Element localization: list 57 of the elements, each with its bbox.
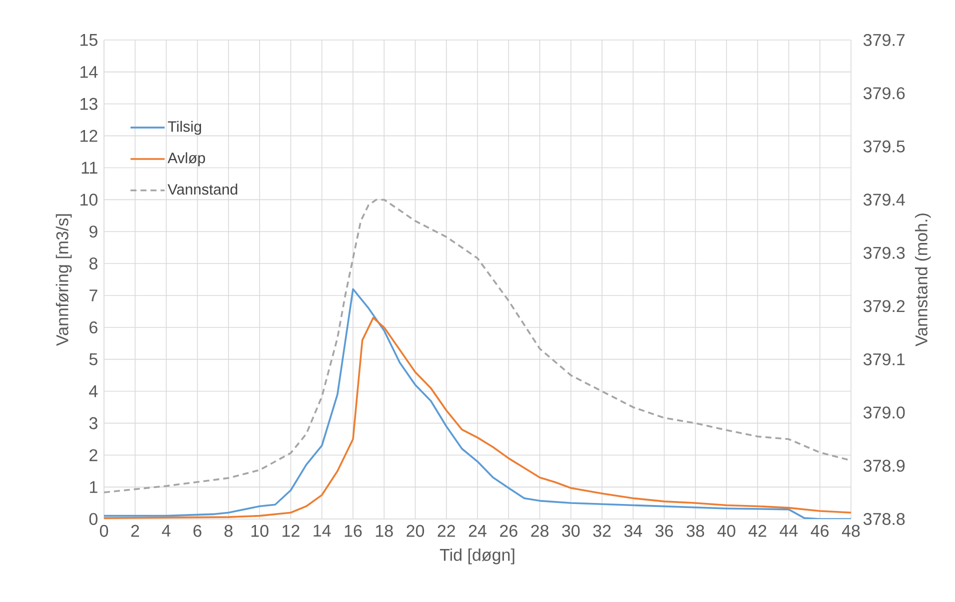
y-tick-label: 1 [90,481,98,493]
x-tick-label: 44 [780,524,798,537]
x-tick-label: 40 [717,524,736,537]
legend-label: Vannstand [168,184,238,195]
x-tick-label: 38 [686,524,704,537]
y-tick-label: 9 [89,226,98,238]
x-tick-label: 2 [131,524,139,537]
y-tick-label: 7 [90,290,98,302]
y2-tick-label: 379.7 [864,34,905,46]
x-tick-label: 14 [314,524,331,537]
y-axis-title: Vannføring [m3/s] [56,214,72,346]
legend-label: Tilsig [168,120,202,135]
x-tick-label: 42 [748,524,766,537]
x-tick-label: 18 [376,524,393,537]
x-tick-label: 20 [406,524,424,537]
legend-label: Avløp [168,152,205,166]
x-tick-label: 26 [500,524,518,537]
x-tick-label: 30 [562,524,580,537]
y2-axis-title: Vannstand (moh.) [914,214,931,346]
y-tick-label: 6 [90,321,98,334]
x-tick-label: 4 [162,524,170,537]
y-tick-label: 15 [80,34,98,46]
y-tick-label: 13 [80,98,98,110]
y-tick-label: 5 [89,353,98,366]
y-tick-label: 12 [80,130,98,142]
y2-tick-label: 379.4 [864,194,905,206]
y2-tick-label: 379.0 [864,406,905,419]
y-tick-label: 14 [80,66,98,78]
x-tick-label: 16 [344,524,362,537]
x-tick-label: 32 [593,524,611,537]
x-tick-label: 34 [624,524,642,537]
y-tick-label: 3 [89,417,98,430]
x-tick-label: 28 [531,524,548,537]
x-tick-label: 22 [438,524,455,537]
x-tick-label: 8 [224,524,232,537]
y2-tick-label: 379.5 [864,140,905,152]
x-axis-title: Tid [døgn] [440,548,514,564]
y-tick-label: 8 [89,258,98,270]
y2-tick-label: 379.3 [864,246,905,259]
x-tick-label: 24 [468,524,486,537]
y2-tick-label: 379.6 [864,87,905,100]
x-tick-label: 48 [842,524,860,537]
y-tick-label: 10 [80,194,98,206]
x-tick-label: 6 [194,524,202,537]
y2-tick-label: 378.8 [864,512,905,526]
y-tick-label: 0 [89,512,98,526]
x-tick-label: 46 [810,524,829,537]
y-tick-label: 2 [90,449,98,462]
y-tick-label: 11 [82,162,98,174]
y-tick-label: 4 [89,385,98,398]
y2-tick-label: 378.9 [864,460,905,472]
x-tick-label: 36 [655,524,673,537]
x-tick-label: 0 [100,524,108,537]
x-tick-label: 10 [251,524,268,537]
x-tick-label: 12 [282,524,300,537]
y2-tick-label: 379.1 [864,353,905,366]
y2-tick-label: 379.2 [864,300,905,312]
